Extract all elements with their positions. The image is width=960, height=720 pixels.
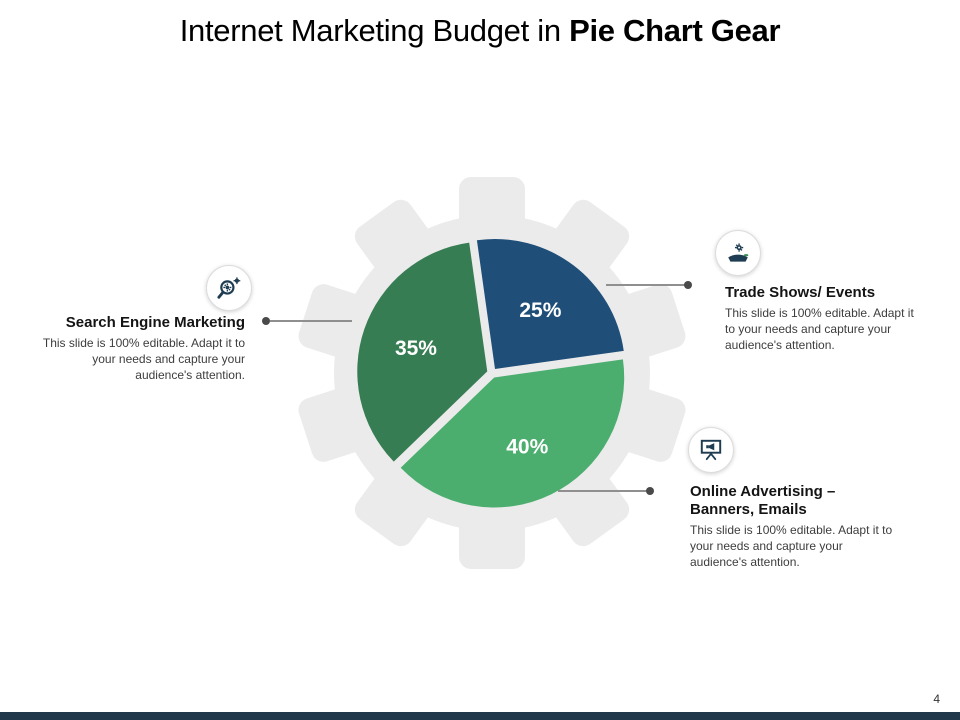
bottom-accent-bar [0, 712, 960, 720]
pie-slice-label-2: 35% [395, 337, 437, 360]
hand-holding-gear-icon-glyph [728, 243, 749, 262]
pie-slice-label-0: 25% [519, 299, 561, 322]
gear-shape [298, 177, 686, 569]
callout-body: This slide is 100% editable. Adapt it to… [725, 306, 914, 353]
page-title-regular: Internet Marketing Budget in [179, 13, 570, 48]
pie-slice-1 [400, 359, 625, 508]
search-gear-icon [206, 265, 252, 311]
page-number: 4 [933, 692, 940, 706]
bottom-right-connector-dot [646, 487, 654, 495]
presentation-megaphone-icon-glyph [700, 439, 722, 461]
callout-heading: Trade Shows/ Events [725, 284, 876, 301]
page-title-bold: Pie Chart Gear [569, 13, 781, 48]
top-right-connector-line [606, 284, 686, 286]
callout-body: This slide is 100% editable. Adapt it to… [42, 336, 245, 383]
pie-slice-2 [357, 242, 488, 462]
search-gear-icon-glyph [217, 277, 241, 299]
callout-body: This slide is 100% editable. Adapt it to… [690, 523, 893, 570]
presentation-megaphone-icon [688, 427, 734, 473]
pie-slice-label-1: 40% [506, 435, 548, 458]
callout-heading: Online Advertising – Banners, Emails [690, 483, 836, 518]
hand-holding-gear-icon [715, 230, 761, 276]
bottom-right-connector-line [558, 490, 648, 492]
callout-trade-shows-events: Trade Shows/ Events This slide is 100% e… [725, 284, 925, 354]
callout-heading: Search Engine Marketing [65, 314, 245, 331]
callout-search-engine-marketing: Search Engine Marketing This slide is 10… [35, 314, 245, 384]
left-connector-dot [262, 317, 270, 325]
top-right-connector-dot [684, 281, 692, 289]
page-title: Internet Marketing Budget in Pie Chart G… [0, 13, 960, 49]
callout-online-advertising: Online Advertising – Banners, Emails Thi… [690, 483, 895, 571]
pie-slice-0 [476, 239, 624, 370]
left-connector-line [270, 320, 352, 322]
